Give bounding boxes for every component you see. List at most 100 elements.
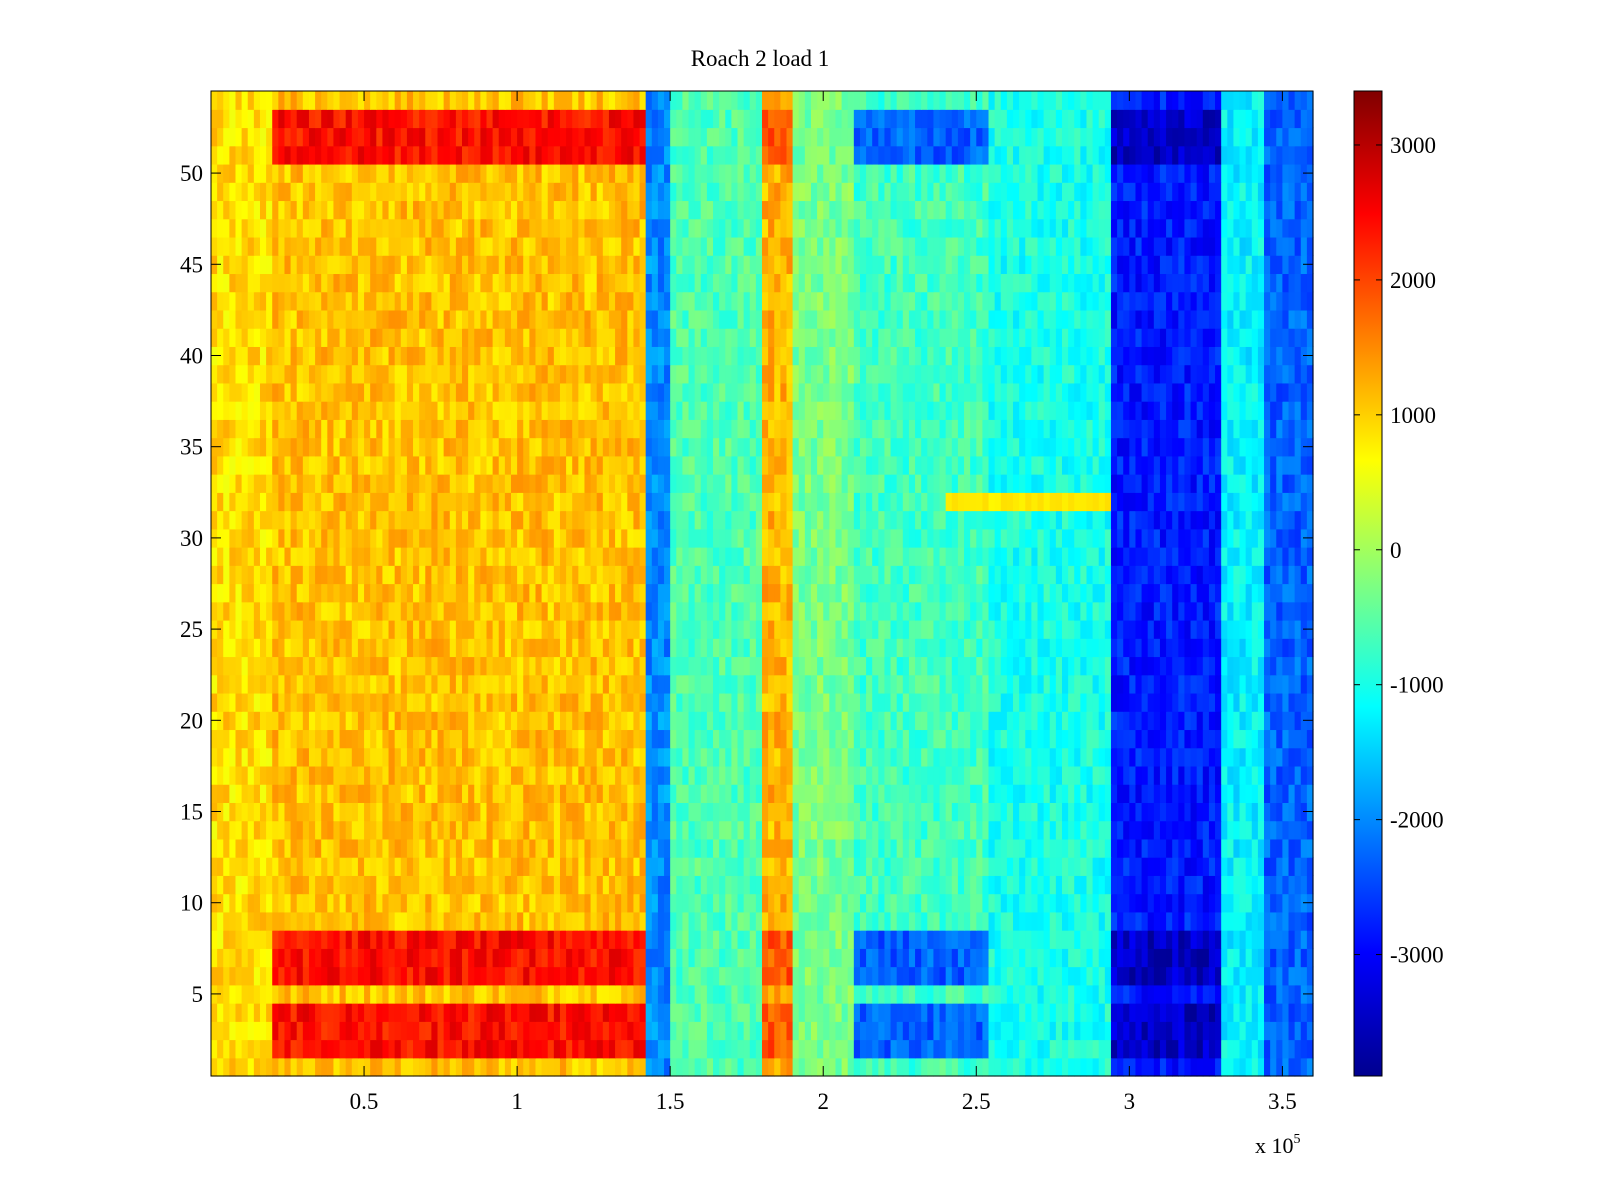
- heatmap-cell: [853, 1039, 861, 1059]
- heatmap-cell: [449, 747, 457, 767]
- heatmap-cell: [1288, 1057, 1296, 1077]
- heatmap-cell: [970, 930, 977, 949]
- heatmap-cell: [272, 802, 279, 822]
- heatmap-cell: [1135, 893, 1143, 913]
- heatmap-cell: [915, 820, 922, 840]
- heatmap-cell: [621, 729, 628, 749]
- heatmap-cell: [933, 729, 941, 749]
- heatmap-cell: [951, 729, 959, 749]
- heatmap-cell: [296, 638, 304, 658]
- heatmap-cell: [468, 820, 475, 840]
- heatmap-cell: [713, 601, 720, 621]
- heatmap-cell: [743, 966, 751, 986]
- heatmap-cell: [1141, 601, 1149, 621]
- heatmap-cell: [572, 857, 579, 876]
- heatmap-cell: [1123, 948, 1130, 968]
- heatmap-cell: [468, 784, 475, 803]
- heatmap-cell: [743, 820, 751, 840]
- heatmap-cell: [296, 838, 304, 858]
- heatmap-cell: [1117, 930, 1124, 949]
- heatmap-cell: [468, 1003, 475, 1022]
- heatmap-cell: [578, 601, 586, 621]
- heatmap-cell: [866, 692, 873, 712]
- heatmap-cell: [694, 948, 702, 968]
- heatmap-cell: [982, 875, 990, 895]
- heatmap-cell: [357, 875, 365, 895]
- heatmap-cell: [859, 930, 867, 949]
- heatmap-cell: [786, 1021, 794, 1041]
- heatmap-cell: [321, 656, 328, 676]
- heatmap-cell: [382, 601, 390, 621]
- heatmap-cell: [553, 747, 561, 767]
- heatmap-cell: [1104, 601, 1112, 621]
- heatmap-cell: [1043, 583, 1051, 603]
- heatmap-cell: [266, 948, 273, 968]
- heatmap-cell: [523, 966, 530, 986]
- heatmap-cell: [578, 948, 586, 968]
- heatmap-cell: [235, 747, 243, 767]
- heatmap-cell: [945, 966, 953, 986]
- heatmap-cell: [988, 619, 996, 639]
- heatmap-cell: [211, 638, 218, 658]
- heatmap-cell: [523, 729, 530, 749]
- heatmap-cell: [290, 930, 298, 949]
- heatmap-cell: [908, 601, 916, 621]
- heatmap-cell: [921, 765, 928, 785]
- heatmap-cell: [566, 784, 573, 803]
- heatmap-cell: [657, 1039, 665, 1059]
- heatmap-cell: [419, 583, 426, 603]
- heatmap-cell: [804, 601, 812, 621]
- heatmap-cell: [308, 692, 316, 712]
- heatmap-cell: [976, 948, 983, 968]
- heatmap-cell: [945, 1021, 953, 1041]
- heatmap-cell: [1080, 948, 1088, 968]
- heatmap-cell: [296, 1021, 304, 1041]
- heatmap-cell: [572, 1003, 579, 1022]
- heatmap-cell: [1227, 656, 1235, 676]
- heatmap-cell: [829, 747, 837, 767]
- heatmap-cell: [957, 893, 965, 913]
- heatmap-cell: [945, 857, 953, 876]
- heatmap-cell: [425, 711, 432, 731]
- heatmap-cell: [755, 911, 763, 931]
- heatmap-cell: [1019, 893, 1026, 913]
- heatmap-cell: [1153, 711, 1161, 731]
- heatmap-cell: [798, 784, 806, 803]
- heatmap-cell: [590, 765, 598, 785]
- heatmap-cell: [339, 838, 347, 858]
- heatmap-cell: [688, 784, 696, 803]
- heatmap-cell: [774, 619, 781, 639]
- heatmap-cell: [608, 729, 616, 749]
- heatmap-cell: [1172, 1003, 1179, 1022]
- heatmap-cell: [749, 583, 757, 603]
- heatmap-cell: [964, 692, 971, 712]
- heatmap-cell: [755, 729, 763, 749]
- heatmap-cell: [266, 674, 273, 694]
- heatmap-cell: [835, 1003, 843, 1022]
- heatmap-cell: [517, 619, 524, 639]
- heatmap-cell: [455, 711, 463, 731]
- heatmap-cell: [578, 911, 586, 931]
- heatmap-cell: [1184, 838, 1192, 858]
- heatmap-cell: [498, 948, 506, 968]
- heatmap-cell: [976, 857, 983, 876]
- heatmap-cell: [425, 565, 432, 585]
- heatmap-cell: [1135, 966, 1143, 986]
- heatmap-cell: [1184, 692, 1192, 712]
- heatmap-cell: [443, 747, 451, 767]
- heatmap-cell: [229, 1039, 237, 1059]
- heatmap-cell: [1049, 838, 1057, 858]
- heatmap-cell: [921, 838, 928, 858]
- heatmap-cell: [529, 857, 537, 876]
- heatmap-cell: [315, 857, 322, 876]
- heatmap-cell: [1074, 838, 1081, 858]
- heatmap-cell: [645, 565, 653, 585]
- heatmap-cell: [835, 656, 843, 676]
- heatmap-cell: [241, 583, 249, 603]
- heatmap-cell: [713, 656, 720, 676]
- heatmap-cell: [737, 1021, 745, 1041]
- heatmap-cell: [859, 583, 867, 603]
- heatmap-cell: [976, 802, 983, 822]
- heatmap-cell: [1221, 1039, 1228, 1059]
- heatmap-cell: [1215, 930, 1222, 949]
